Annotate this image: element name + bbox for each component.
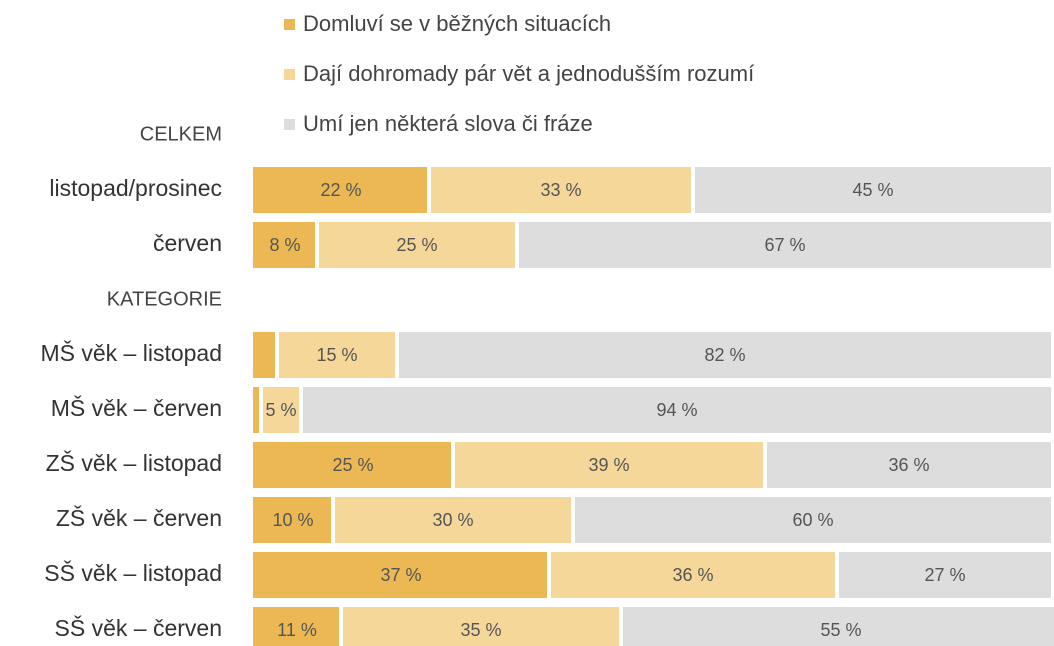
value-label: 60 % (792, 510, 833, 530)
group-header: KATEGORIE (107, 288, 222, 310)
bar-segment (253, 552, 547, 598)
value-label: 35 % (460, 620, 501, 640)
bar-segment (253, 167, 427, 213)
value-label: 22 % (320, 180, 361, 200)
bar-segment (253, 497, 331, 543)
bar-segment (279, 332, 395, 378)
bar-segment (551, 552, 835, 598)
bar-segment (253, 387, 259, 433)
value-label: 25 % (332, 455, 373, 475)
value-label: 36 % (672, 565, 713, 585)
legend-swatch (284, 69, 295, 80)
value-label: 8 % (269, 235, 300, 255)
legend-label: Umí jen některá slova či fráze (303, 111, 593, 136)
bar-segment (253, 222, 315, 268)
category-label: ZŠ věk – listopad (46, 449, 222, 476)
legend-swatch (284, 19, 295, 30)
value-label: 11 % (277, 620, 317, 640)
value-label: 55 % (820, 620, 861, 640)
bar-segment (319, 222, 515, 268)
bar-segment (253, 332, 275, 378)
bar-segment (253, 607, 339, 646)
value-label: 25 % (396, 235, 437, 255)
bar-segment (343, 607, 619, 646)
bar-segment (623, 607, 1054, 646)
value-label: 5 % (265, 400, 296, 420)
bar-segment (519, 222, 1051, 268)
bar-segment (767, 442, 1051, 488)
bar-segment (695, 167, 1051, 213)
bar-segment (253, 442, 451, 488)
value-label: 37 % (380, 565, 421, 585)
value-label: 45 % (852, 180, 893, 200)
category-label: SŠ věk – červen (55, 614, 222, 641)
legend-swatch (284, 119, 295, 130)
bar-segment (839, 552, 1051, 598)
value-label: 27 % (924, 565, 965, 585)
value-label: 15 % (316, 345, 357, 365)
value-label: 67 % (764, 235, 805, 255)
value-label: 10 % (272, 510, 313, 530)
value-label: 39 % (588, 455, 629, 475)
category-label: MŠ věk – červen (51, 394, 222, 421)
value-label: 30 % (432, 510, 473, 530)
bar-segment (575, 497, 1051, 543)
group-header: CELKEM (140, 123, 222, 145)
bar-segment (431, 167, 691, 213)
category-label: červen (153, 230, 222, 256)
value-label: 33 % (540, 180, 581, 200)
bar-segment (399, 332, 1051, 378)
category-label: SŠ věk – listopad (44, 559, 222, 586)
legend-label: Domluví se v běžných situacích (303, 11, 611, 36)
bar-segment (455, 442, 763, 488)
bar-segment (303, 387, 1051, 433)
legend-label: Dají dohromady pár vět a jednodušším roz… (303, 61, 754, 86)
value-label: 94 % (656, 400, 697, 420)
bar-segment (263, 387, 299, 433)
bar-segment (335, 497, 571, 543)
value-label: 36 % (888, 455, 929, 475)
category-label: ZŠ věk – červen (56, 504, 222, 531)
category-label: MŠ věk – listopad (40, 339, 222, 366)
category-label: listopad/prosinec (49, 175, 222, 201)
value-label: 82 % (704, 345, 745, 365)
